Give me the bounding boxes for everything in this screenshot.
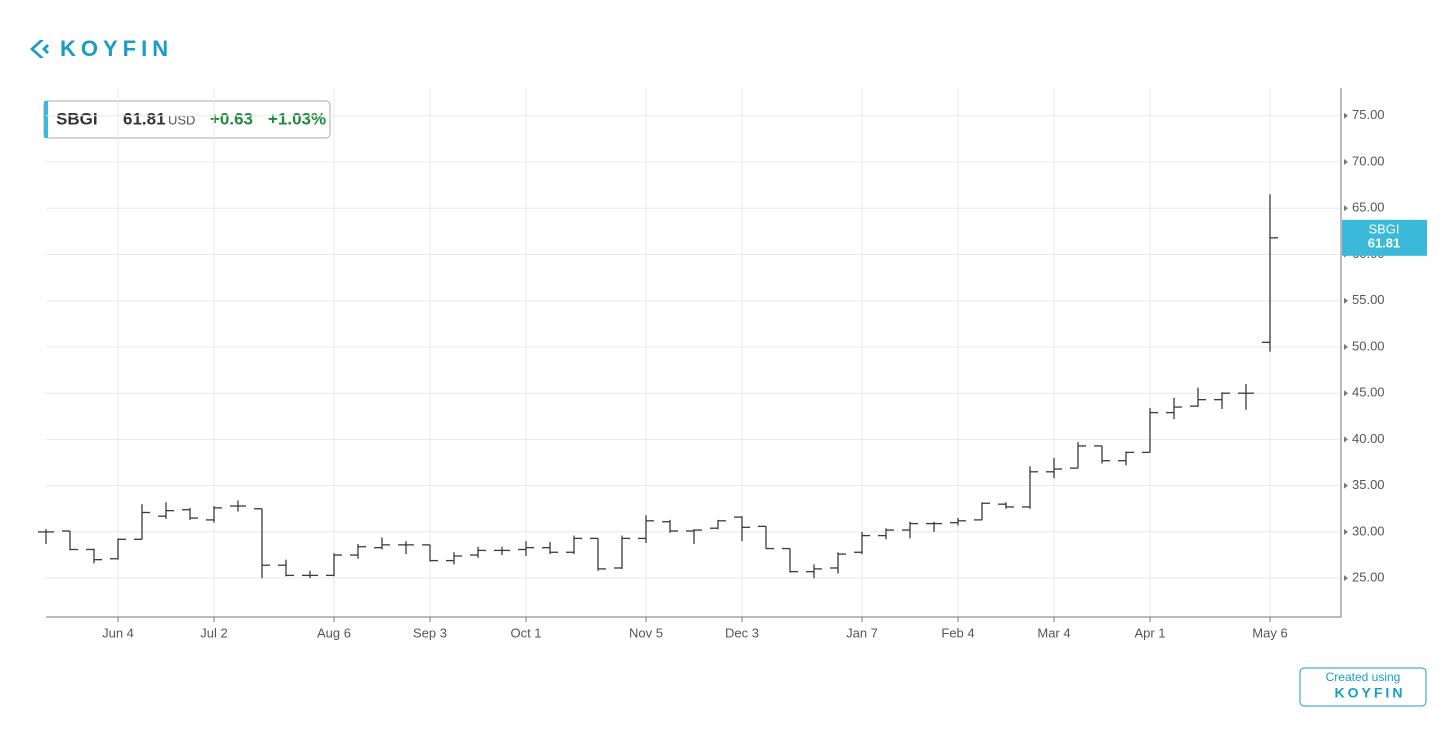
change-pct: +1.03% bbox=[268, 109, 326, 128]
y-tick-mark bbox=[1344, 205, 1348, 212]
ohlc-bar bbox=[206, 506, 222, 523]
y-tick-mark bbox=[1344, 112, 1348, 119]
ohlc-bar bbox=[38, 529, 54, 544]
x-tick-label: Nov 5 bbox=[629, 625, 663, 640]
ohlc-bar bbox=[614, 535, 630, 569]
ohlc-bar bbox=[686, 529, 702, 544]
ohlc-bar bbox=[470, 546, 486, 558]
footer-brand: KOYFIN bbox=[1335, 685, 1406, 701]
ohlc-bar bbox=[326, 553, 342, 577]
ohlc-bar bbox=[134, 504, 150, 540]
ohlc-bar bbox=[758, 525, 774, 550]
ohlc-bar bbox=[230, 500, 246, 512]
ohlc-bar bbox=[110, 538, 126, 560]
x-tick-label: Dec 3 bbox=[725, 625, 759, 640]
x-tick-label: May 6 bbox=[1252, 625, 1287, 640]
x-tick-label: Oct 1 bbox=[510, 625, 541, 640]
y-tick-label: 25.00 bbox=[1352, 570, 1385, 585]
y-tick-label: 55.00 bbox=[1352, 292, 1385, 307]
ohlc-bar bbox=[1046, 457, 1062, 479]
quote-box: SBGI 61.81 USD +0.63 +1.03% bbox=[43, 100, 331, 139]
ohlc-bar bbox=[662, 519, 678, 533]
ohlc-bar bbox=[398, 541, 414, 555]
logo: KOYFIN bbox=[30, 36, 173, 61]
ohlc-bar bbox=[494, 546, 510, 556]
x-tick-label: Aug 6 bbox=[317, 625, 351, 640]
ohlc-bar bbox=[974, 502, 990, 521]
currency: USD bbox=[168, 112, 195, 127]
ohlc-bar bbox=[782, 547, 798, 573]
ohlc-bar bbox=[902, 521, 918, 539]
ohlc-bar bbox=[374, 537, 390, 550]
ohlc-bar bbox=[854, 531, 870, 555]
y-tick-mark bbox=[1344, 390, 1348, 397]
ohlc-bar bbox=[878, 528, 894, 540]
y-tick-label: 50.00 bbox=[1352, 338, 1385, 353]
ohlc-bar bbox=[1118, 451, 1134, 466]
ohlc-bar bbox=[182, 507, 198, 520]
y-tick-label: 75.00 bbox=[1352, 107, 1385, 122]
ohlc-bar bbox=[542, 542, 558, 555]
x-tick-label: Mar 4 bbox=[1037, 625, 1070, 640]
x-tick-label: Apr 1 bbox=[1134, 625, 1165, 640]
ohlc-bar bbox=[86, 548, 102, 564]
ohlc-bar bbox=[1262, 194, 1278, 352]
y-tick-label: 70.00 bbox=[1352, 153, 1385, 168]
badge-symbol: SBGI bbox=[1368, 221, 1399, 236]
ohlc-bar bbox=[158, 502, 174, 519]
ohlc-bar bbox=[734, 516, 750, 542]
x-tick-label: Jan 7 bbox=[846, 625, 878, 640]
symbol: SBGI bbox=[56, 109, 98, 128]
ohlc-bar bbox=[1190, 387, 1206, 408]
ohlc-bar bbox=[422, 544, 438, 562]
y-tick-mark bbox=[1344, 297, 1348, 304]
ohlc-bar bbox=[638, 515, 654, 544]
y-tick-label: 45.00 bbox=[1352, 385, 1385, 400]
price: 61.81 bbox=[123, 109, 166, 128]
ohlc-bar bbox=[566, 535, 582, 555]
ohlc-bar bbox=[806, 564, 822, 579]
y-tick-label: 30.00 bbox=[1352, 523, 1385, 538]
ohlc-bar bbox=[1238, 383, 1254, 410]
ohlc-bar bbox=[830, 552, 846, 574]
y-tick-label: 40.00 bbox=[1352, 431, 1385, 446]
ohlc-bar bbox=[950, 518, 966, 526]
ohlc-bar bbox=[1022, 466, 1038, 509]
y-tick-mark bbox=[1344, 528, 1348, 535]
ohlc-bar bbox=[254, 508, 270, 579]
y-tick-mark bbox=[1344, 482, 1348, 489]
footer-badge: Created using KOYFIN bbox=[1299, 667, 1427, 707]
y-tick-label: 35.00 bbox=[1352, 477, 1385, 492]
ohlc-bar bbox=[590, 537, 606, 571]
ohlc-bar bbox=[1166, 397, 1182, 420]
ohlc-bar bbox=[1142, 407, 1158, 454]
footer-text: Created using bbox=[1326, 670, 1401, 684]
last-price-badge bbox=[1342, 219, 1427, 256]
ohlc-bar bbox=[62, 530, 78, 551]
badge-price: 61.81 bbox=[1368, 235, 1401, 250]
x-tick-label: Jun 4 bbox=[102, 625, 134, 640]
brand: KOYFIN bbox=[60, 36, 173, 61]
x-tick-label: Sep 3 bbox=[413, 625, 447, 640]
ohlc-bar bbox=[278, 559, 294, 577]
ohlc-bar bbox=[302, 570, 318, 579]
ohlc-bar bbox=[998, 502, 1014, 509]
y-tick-mark bbox=[1344, 158, 1348, 165]
y-tick-mark bbox=[1344, 436, 1348, 443]
y-tick-label: 65.00 bbox=[1352, 200, 1385, 215]
ohlc-bar bbox=[710, 519, 726, 530]
ohlc-bar bbox=[1094, 445, 1110, 464]
change: +0.63 bbox=[210, 109, 253, 128]
ohlc-bar bbox=[446, 552, 462, 565]
ohlc-bar bbox=[926, 521, 942, 532]
y-tick-mark bbox=[1344, 575, 1348, 582]
y-tick-mark bbox=[1344, 343, 1348, 350]
ohlc-bar bbox=[350, 543, 366, 559]
ohlc-bar bbox=[1070, 442, 1086, 469]
x-tick-label: Feb 4 bbox=[941, 625, 974, 640]
ohlc-bar bbox=[518, 541, 534, 556]
ohlc-bar bbox=[1214, 392, 1230, 409]
x-tick-label: Jul 2 bbox=[200, 625, 227, 640]
